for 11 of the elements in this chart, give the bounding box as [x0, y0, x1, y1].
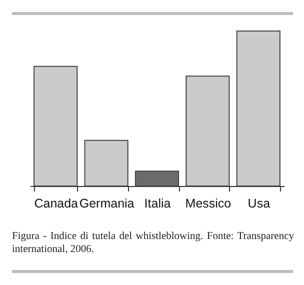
bar [34, 66, 78, 186]
bar [134, 170, 180, 186]
bar [84, 140, 128, 186]
text: Figura - Indice di tutela del whistleblowing. Fonte: Transparency international, 2006. [12, 230, 294, 256]
bar [186, 76, 230, 186]
x-tick-label: Usa [248, 196, 270, 210]
x-tick-label: Italia [144, 196, 171, 210]
x-tick-label: Messico [185, 196, 232, 210]
x-tick-label: Canada [34, 196, 78, 210]
x-tick-label: Germania [79, 196, 134, 210]
bar [236, 30, 280, 186]
